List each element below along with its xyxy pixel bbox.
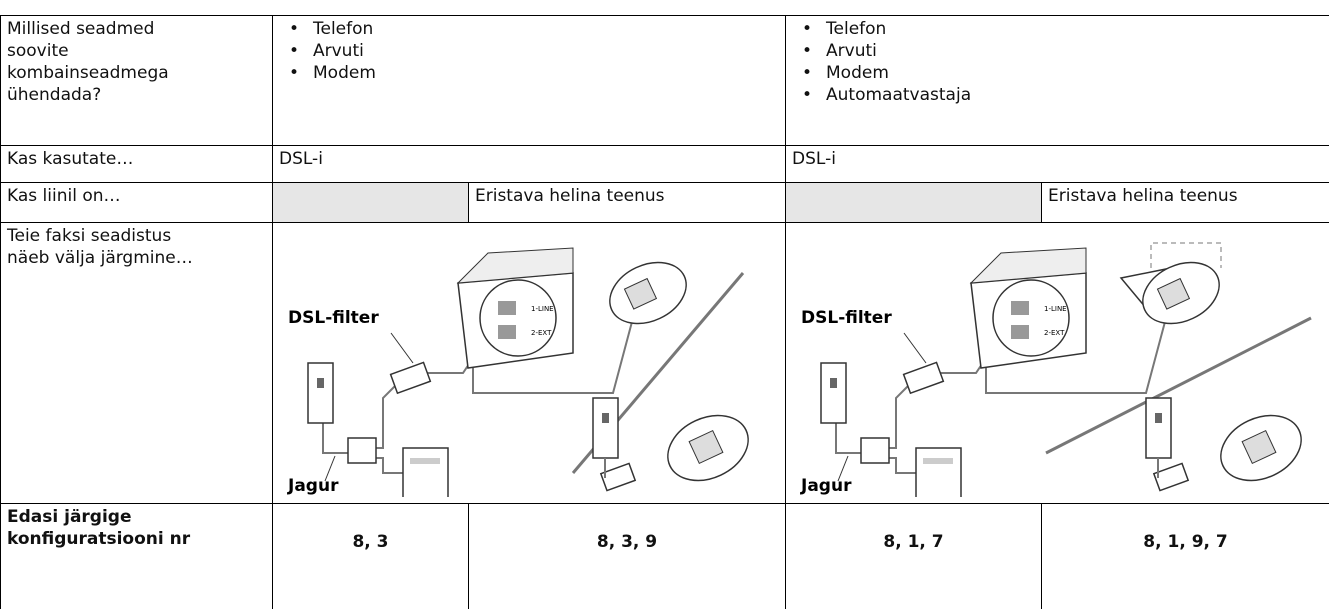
- dsl-filter: [599, 462, 637, 492]
- jack-port: [1155, 413, 1163, 423]
- illustration: 1-LINE 2-EXT DSL-filter Jagur: [800, 242, 1312, 499]
- port-label: 2-EXT: [1044, 329, 1065, 337]
- cable: [985, 317, 1167, 394]
- cell: TelefonArvutiModem: [271, 15, 787, 146]
- config-table: Millised seadmed soovite kombainseadmega…: [0, 15, 1329, 609]
- cable: [936, 357, 987, 374]
- list-item: Telefon: [802, 18, 1323, 40]
- splitter: [347, 437, 377, 464]
- dsl-filter: [902, 361, 945, 395]
- wall-jack: [307, 362, 334, 424]
- drive: [410, 458, 440, 464]
- cable: [373, 457, 403, 474]
- callout-label: DSL-filter: [801, 308, 892, 328]
- list-item: Arvuti: [289, 40, 779, 62]
- cable: [886, 457, 917, 474]
- cable: [472, 317, 634, 394]
- port-inset: [479, 279, 557, 357]
- cable: [423, 357, 474, 374]
- cell: DSL-i: [785, 145, 1329, 183]
- port: [498, 301, 516, 315]
- label: Teie faksi seadistus näeb välja järgmine…: [7, 226, 193, 268]
- cable: [886, 382, 912, 449]
- illustration: 1-LINE 2-EXT DSL-filter Jagur: [287, 247, 749, 499]
- cell: TelefonArvutiModemAutomaatvastaja: [785, 15, 1329, 146]
- row-label: Kas kasutate…: [0, 145, 273, 183]
- divider: [1045, 316, 1312, 455]
- row-label: Millised seadmed soovite kombainseadmega…: [0, 15, 273, 146]
- list-item: Modem: [289, 62, 779, 84]
- empty-cell: [785, 182, 1043, 223]
- splitter: [860, 437, 890, 464]
- dashed-cable: [1150, 242, 1222, 268]
- list-item: Arvuti: [802, 40, 1323, 62]
- list-item: Modem: [802, 62, 1323, 84]
- port: [1011, 325, 1030, 339]
- list: TelefonArvutiModem: [279, 18, 779, 84]
- row-label: Kas liinil on…: [0, 182, 273, 223]
- keypad: [623, 277, 658, 310]
- callout-label: Jagur: [800, 476, 852, 496]
- jack-port: [317, 378, 324, 388]
- row-label: Teie faksi seadistus näeb välja järgmine…: [0, 222, 273, 504]
- jack-port: [830, 378, 838, 388]
- cell: Eristava helina teenus: [467, 182, 787, 223]
- wall-jack: [1145, 397, 1172, 459]
- cable: [373, 382, 399, 449]
- cable: [835, 423, 862, 454]
- keypad: [688, 429, 724, 465]
- port-label: 1-LINE: [531, 305, 554, 313]
- cell: DSL-i: [271, 145, 787, 183]
- port-label: 1-LINE: [1044, 305, 1067, 313]
- printer-top: [456, 247, 574, 284]
- port: [498, 325, 516, 339]
- dsl-filter: [389, 361, 432, 395]
- computer: [402, 447, 449, 499]
- cell: Eristava helina teenus: [1041, 182, 1329, 223]
- port-inset: [992, 279, 1070, 357]
- keypad: [1156, 277, 1191, 310]
- pointer: [324, 455, 336, 482]
- config-value: 8, 1, 7: [785, 503, 1043, 609]
- label: Millised seadmed soovite kombainseadmega…: [7, 19, 169, 105]
- computer: [915, 447, 962, 499]
- empty-cell: [272, 182, 469, 223]
- list-item: Automaatvastaja: [802, 84, 1323, 106]
- list: TelefonArvutiModemAutomaatvastaja: [792, 18, 1323, 106]
- callout-label: Jagur: [287, 476, 339, 496]
- cable: [322, 423, 348, 454]
- row-label: Edasi järgige konfiguratsiooni nr: [0, 503, 273, 609]
- keypad: [1241, 429, 1277, 465]
- illustration-cell: 1-LINE 2-EXT DSL-filter Jagur: [785, 222, 1329, 504]
- illustration-cell: 1-LINE 2-EXT DSL-filter Jagur: [271, 222, 787, 504]
- port: [1011, 301, 1030, 315]
- pointer: [390, 332, 414, 364]
- config-value: 8, 1, 9, 7: [1041, 503, 1329, 609]
- config-value: 8, 3, 9: [467, 503, 787, 609]
- drive: [923, 458, 954, 464]
- list-item: Telefon: [289, 18, 779, 40]
- callout-label: DSL-filter: [288, 308, 379, 328]
- pointer: [837, 455, 849, 482]
- config-value: 8, 3: [272, 503, 469, 609]
- wall-jack: [820, 362, 847, 424]
- wall-jack: [592, 397, 619, 459]
- jack-port: [602, 413, 609, 423]
- pointer: [903, 332, 927, 364]
- port-label: 2-EXT: [531, 329, 552, 337]
- dsl-filter: [1152, 462, 1190, 492]
- printer-top: [969, 247, 1087, 284]
